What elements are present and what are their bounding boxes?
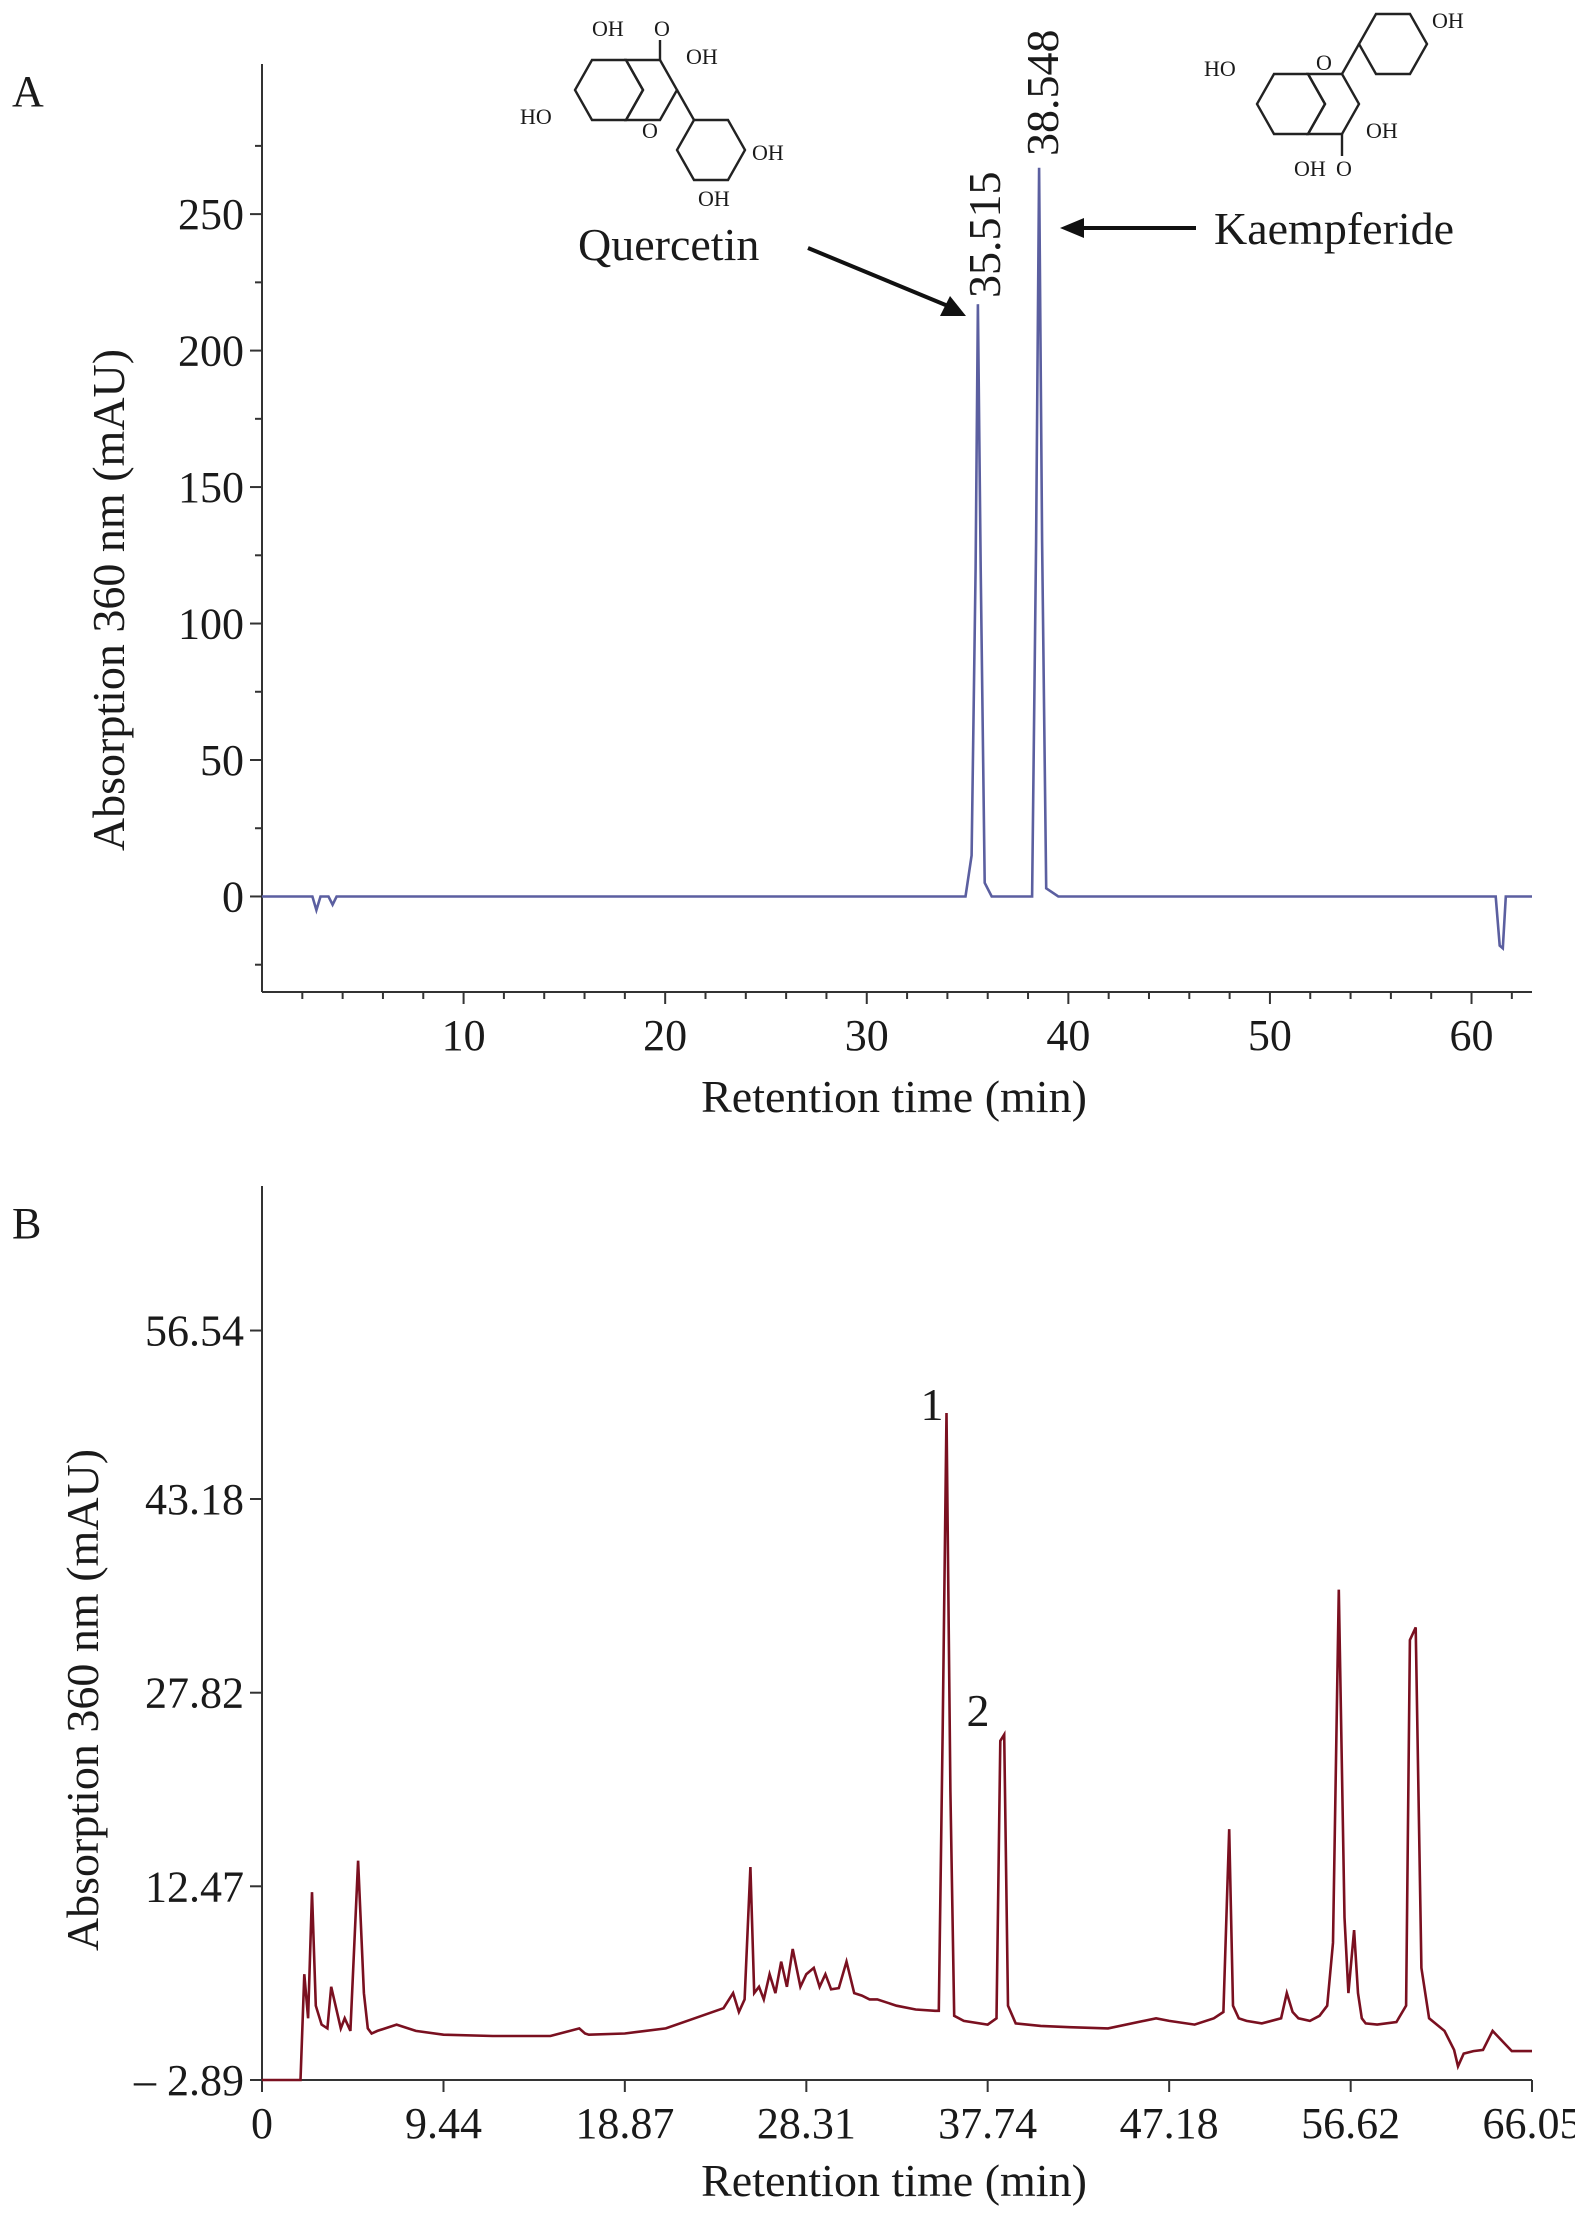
peak-label-1: 1 — [921, 1379, 944, 1430]
panel-b-x-tick-label: 37.74 — [938, 2099, 1037, 2148]
panel-a-x-tick-label: 60 — [1450, 1011, 1494, 1060]
panel-a-y-tick-label: 50 — [200, 736, 244, 785]
panel-b-y-tick-label: – 2.89 — [133, 2056, 244, 2105]
peak-label-38-548: 38.548 — [1017, 30, 1068, 157]
kaempferide-oh-4p: OH — [1432, 8, 1464, 33]
panel-b-x-tick-label: 66.05 — [1483, 2099, 1575, 2148]
panel-b-ticks: 0 9.44 18.87 28.31 37.74 47.18 56.62 66.05 – 2.8… — [133, 1307, 1575, 2148]
panel-b: B 0 9.44 18.87 28.31 37.74 47.18 56.62 66.05 – 2… — [12, 1186, 1575, 2206]
panel-a-y-tick-label: 200 — [178, 327, 244, 376]
kaempferide-label: Kaempferide — [1214, 203, 1454, 254]
panel-a-x-tick-label: 40 — [1046, 1011, 1090, 1060]
panel-a-x-tick-label: 50 — [1248, 1011, 1292, 1060]
panel-b-y-tick-label: 56.54 — [145, 1307, 244, 1356]
panel-a-y-axis-title: Absorption 360 nm (mAU) — [83, 349, 134, 851]
panel-a-x-axis-title: Retention time (min) — [701, 1071, 1087, 1122]
quercetin-oh-3: OH — [686, 44, 718, 69]
panel-b-letter: B — [12, 1199, 41, 1248]
quercetin-ring-c — [623, 58, 679, 122]
quercetin-label: Quercetin — [578, 219, 759, 270]
panel-a: A 10 20 30 40 50 60 0 50 100 150 200 250 Retention … — [12, 8, 1532, 1122]
panel-b-axes — [261, 1186, 1532, 2081]
quercetin-oh-4p: OH — [752, 140, 784, 165]
panel-a-axes — [261, 64, 1532, 993]
quercetin-ho-7: HO — [520, 104, 552, 129]
kaempferide-ho-7: HO — [1204, 56, 1236, 81]
panel-a-y-tick-label: 100 — [178, 600, 244, 649]
panel-b-x-tick-label: 56.62 — [1301, 2099, 1400, 2148]
panel-b-x-tick-label: 47.18 — [1120, 2099, 1219, 2148]
panel-a-y-tick-label: 250 — [178, 190, 244, 239]
kaempferide-o-carbonyl: O — [1336, 156, 1352, 181]
quercetin-o-carbonyl: O — [654, 16, 670, 41]
kaempferide-o-ring: O — [1316, 50, 1332, 75]
panel-b-y-tick-label: 12.47 — [145, 1862, 244, 1911]
panel-b-y-axis-title: Absorption 360 nm (mAU) — [57, 1449, 108, 1951]
panel-b-y-tick-label: 43.18 — [145, 1475, 244, 1524]
panel-a-x-tick-label: 30 — [845, 1011, 889, 1060]
kaempferide-arrowhead — [1060, 218, 1084, 238]
kaempferide-ring-a — [1255, 72, 1327, 136]
panel-b-x-tick-label: 9.44 — [405, 2099, 482, 2148]
panel-b-y-tick-label: 27.82 — [145, 1669, 244, 1718]
quercetin-oh-5: OH — [592, 16, 624, 41]
panel-a-x-tick-label: 20 — [643, 1011, 687, 1060]
panel-a-letter: A — [12, 67, 44, 116]
peak-label-35-515: 35.515 — [959, 172, 1010, 299]
quercetin-link-bond — [675, 89, 696, 121]
kaempferide-link-bond — [1340, 43, 1361, 75]
kaempferide-ring-c — [1305, 72, 1361, 136]
panel-a-y-tick-label: 150 — [178, 463, 244, 512]
kaempferide-oh-5: OH — [1294, 156, 1326, 181]
quercetin-o-ring: O — [642, 118, 658, 143]
panel-b-chromatogram-trace — [262, 1412, 1532, 2082]
panel-b-x-tick-label: 18.87 — [575, 2099, 674, 2148]
quercetin-oh-3p: OH — [698, 186, 730, 211]
quercetin-structure: OH O OH HO O OH OH — [520, 16, 784, 211]
panel-a-chromatogram-trace — [262, 167, 1532, 952]
quercetin-arrowhead — [940, 296, 966, 316]
peak-label-2: 2 — [967, 1685, 990, 1736]
panel-a-ticks: 10 20 30 40 50 60 0 50 100 150 200 250 — [178, 144, 1513, 1060]
kaempferide-structure: HO O OH OH OH O — [1204, 8, 1464, 181]
panel-b-x-axis-title: Retention time (min) — [701, 2155, 1087, 2206]
panel-b-x-tick-label: 28.31 — [757, 2099, 856, 2148]
kaempferide-ring-b — [1357, 12, 1429, 76]
kaempferide-oh-3: OH — [1366, 118, 1398, 143]
panel-a-x-tick-label: 10 — [442, 1011, 486, 1060]
panel-a-y-tick-label: 0 — [222, 872, 244, 921]
quercetin-arrow — [807, 246, 949, 308]
panel-b-x-tick-label: 0 — [251, 2099, 273, 2148]
quercetin-ring-a — [573, 58, 645, 122]
quercetin-ring-b — [675, 118, 747, 182]
